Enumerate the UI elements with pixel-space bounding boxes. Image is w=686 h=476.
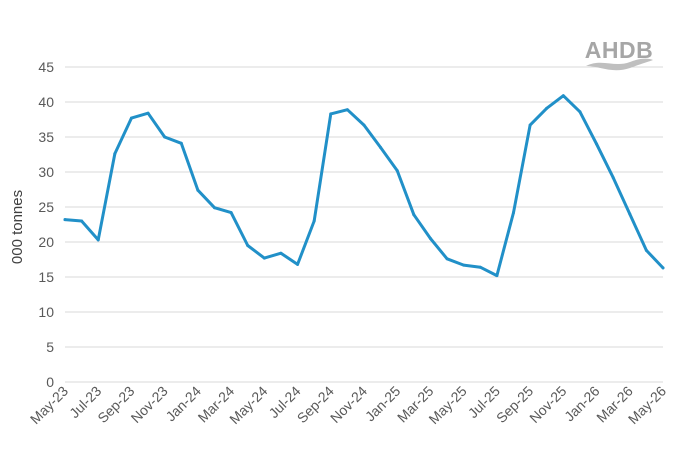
data-point-Nov-25 (561, 94, 565, 98)
data-point-Sep-24 (329, 112, 333, 116)
data-point-Aug-24 (312, 219, 316, 223)
x-tick-label: May-24 (226, 383, 270, 427)
data-point-May-23 (63, 218, 67, 222)
data-point-May-24 (262, 256, 266, 260)
x-tick-label: Nov-24 (327, 383, 370, 426)
ahdb-logo: AHDB (585, 37, 653, 71)
x-tick-label: May-26 (625, 383, 669, 427)
data-point-Mar-24 (229, 211, 233, 215)
data-point-Apr-24 (246, 244, 250, 247)
data-point-Dec-25 (578, 110, 582, 114)
data-point-Feb-25 (412, 213, 416, 217)
data-point-Jan-24 (196, 188, 200, 192)
data-point-Oct-24 (345, 108, 349, 112)
data-point-Mar-26 (628, 212, 632, 216)
y-axis-tick-labels: 0 5 10 15 20 25 30 35 40 45 (38, 59, 54, 390)
series-line-0 (63, 94, 665, 278)
data-point-Jul-25 (495, 274, 499, 278)
data-point-Apr-25 (445, 257, 449, 261)
y-tick-label: 5 (46, 339, 54, 355)
data-point-Sep-25 (528, 123, 532, 127)
data-point-Oct-23 (146, 111, 150, 115)
data-point-Apr-26 (644, 248, 648, 252)
y-tick-label: 20 (38, 234, 54, 250)
logo-text: AHDB (585, 37, 653, 63)
y-tick-label: 35 (38, 129, 54, 145)
data-point-Nov-23 (163, 135, 167, 139)
y-tick-label: 30 (38, 164, 54, 180)
y-tick-label: 45 (38, 59, 54, 75)
y-tick-label: 15 (38, 269, 54, 285)
data-point-Oct-25 (545, 106, 549, 110)
data-point-Nov-24 (362, 123, 366, 127)
data-point-Jun-23 (80, 219, 84, 223)
data-point-Mar-25 (428, 237, 432, 240)
y-axis-title: 000 tonnes (9, 190, 26, 264)
data-point-Jun-24 (279, 251, 283, 255)
data-point-Jan-26 (595, 142, 599, 146)
data-point-Feb-24 (213, 206, 216, 210)
x-tick-label: Nov-25 (526, 383, 569, 426)
data-point-Jul-24 (296, 262, 300, 266)
gridlines (65, 66, 663, 383)
y-tick-label: 40 (38, 94, 54, 110)
series-layer (63, 94, 665, 278)
data-point-Feb-26 (611, 176, 615, 180)
x-tick-label: Nov-23 (128, 383, 171, 426)
data-point-Aug-23 (113, 152, 117, 156)
logo-swoosh-icon (586, 58, 653, 71)
y-tick-label: 0 (46, 374, 54, 390)
y-tick-label: 25 (38, 199, 54, 215)
data-point-Jul-23 (96, 238, 100, 242)
data-point-May-26 (661, 266, 665, 270)
data-point-Dec-23 (179, 141, 183, 145)
x-axis-tick-labels: May-23Jul-23Sep-23Nov-23Jan-24Mar-24May-… (27, 383, 669, 427)
data-point-Jun-25 (478, 265, 482, 269)
data-point-May-25 (462, 263, 466, 267)
y-tick-label: 10 (38, 304, 54, 320)
data-point-Aug-25 (512, 211, 515, 215)
data-point-Dec-24 (379, 146, 383, 149)
x-tick-label: May-25 (425, 383, 469, 427)
data-point-Sep-23 (129, 116, 133, 120)
data-point-Jan-25 (395, 169, 399, 173)
